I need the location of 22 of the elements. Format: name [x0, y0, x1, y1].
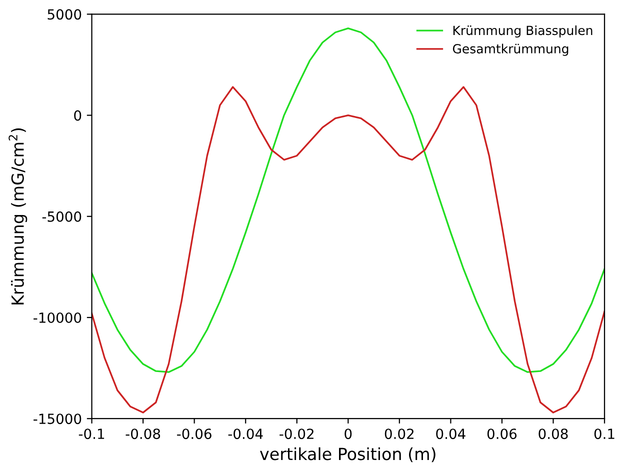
y-tick-label: 0: [74, 110, 82, 121]
x-tick-label: -0.08: [126, 428, 160, 440]
x-tick-label: -0.1: [78, 428, 104, 440]
x-tick-label: -0.04: [228, 428, 263, 440]
x-tick-label: -0.06: [177, 428, 212, 440]
x-axis-title: vertikale Position (m): [260, 447, 436, 462]
line-series: [92, 28, 605, 373]
y-tick-label: -15000: [34, 414, 82, 424]
legend-label: Krümmung Biasspulen: [453, 25, 592, 38]
x-tick-label: 0.04: [436, 428, 466, 440]
x-tick-label: 0: [344, 428, 352, 440]
x-tick-label: 0.1: [594, 428, 614, 440]
x-tick-label: 0.06: [487, 428, 517, 440]
x-tick-label: 0.08: [538, 428, 568, 440]
y-tick-label: 5000: [48, 9, 82, 20]
line-series: [92, 86, 605, 414]
y-axis-title: Krümmung (mG/cm$^{2}$): [8, 128, 28, 304]
x-tick-label: 0.02: [384, 428, 414, 440]
y-tick-label: -5000: [42, 211, 82, 222]
x-tick-label: -0.02: [280, 428, 314, 440]
legend-label: Gesamtkrümmung: [452, 44, 568, 56]
y-tick-label: -10000: [34, 312, 82, 323]
